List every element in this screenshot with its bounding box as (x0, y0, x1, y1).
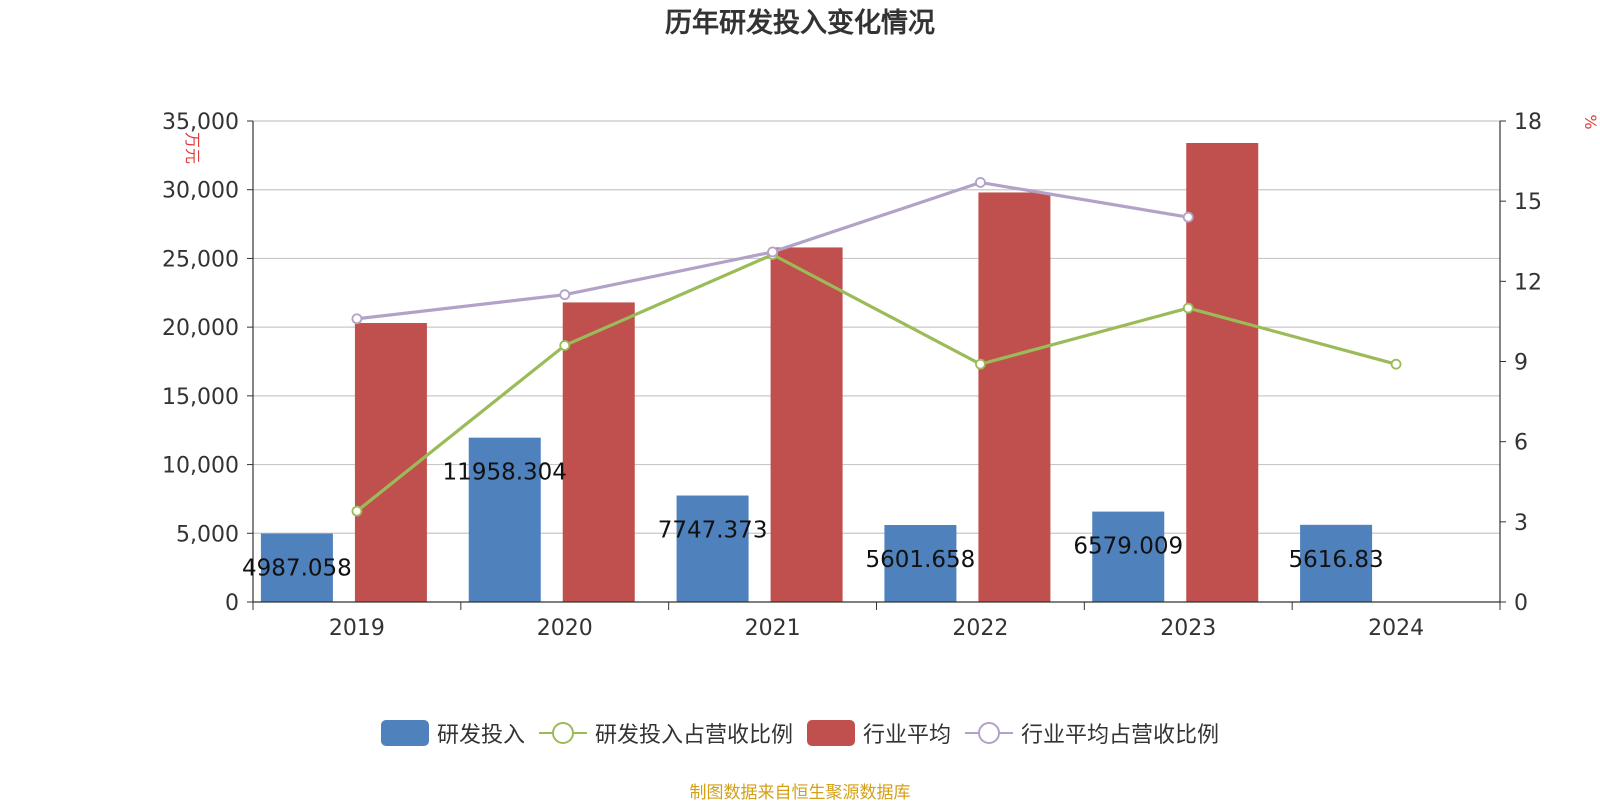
legend-swatch-red (807, 720, 855, 746)
axes: 0 5,000 10,000 15,000 20,000 25,000 30,000 35,0… (162, 110, 1542, 641)
left-axis-tick-label: 25,000 (162, 247, 239, 272)
left-axis-tick-label: 15,000 (162, 385, 239, 410)
right-axis-tick-label: 18 (1514, 110, 1542, 135)
point-industry-ratio (975, 177, 986, 188)
bar-industry-average (978, 192, 1051, 602)
right-axis-tick-label: 12 (1514, 270, 1542, 295)
bar-data-label: 5601.658 (866, 547, 976, 573)
legend-label: 研发投入占营收比例 (594, 723, 793, 748)
legend-item-rd-investment[interactable]: 研发投入 (380, 717, 525, 749)
legend: 研发投入 研发投入占营收比例 行业平均 行业平均占营收比例 (0, 716, 1600, 750)
left-axis-tick-label: 10,000 (162, 454, 239, 479)
legend-line-purple-icon (965, 722, 1014, 744)
legend-label: 行业平均 (863, 723, 952, 748)
bar-group (260, 142, 1373, 603)
left-axis-unit: 万元 (183, 132, 202, 164)
point-industry-ratio (1182, 211, 1194, 223)
bar-data-label: 6579.009 (1073, 534, 1183, 560)
bar-rd-investment (1092, 511, 1165, 602)
right-axis-tick-label: 6 (1514, 431, 1528, 456)
x-axis-tick-label: 2019 (329, 616, 385, 641)
point-rd-ratio (1182, 302, 1194, 314)
bar-industry-average (1186, 142, 1259, 602)
legend-swatch-blue (380, 720, 429, 746)
bar-rd-investment (676, 495, 749, 602)
bar-industry-average (770, 247, 843, 603)
legend-line-green-icon (538, 722, 587, 744)
bar-rd-investment (884, 525, 957, 602)
line-group (351, 177, 1402, 517)
bar-rd-investment (1300, 524, 1373, 602)
bar-data-label: 7747.373 (658, 518, 768, 544)
point-rd-ratio (1390, 358, 1402, 370)
left-axis-tick-label: 0 (225, 591, 239, 616)
grid-lines (253, 120, 1500, 534)
source-note: 制图数据来自恒生聚源数据库 (689, 783, 911, 803)
bar-industry-average (562, 302, 635, 602)
right-axis-tick-label: 9 (1514, 351, 1528, 376)
point-rd-ratio (975, 358, 986, 370)
bar-rd-investment (260, 533, 333, 602)
bar-data-label: 4987.058 (242, 555, 352, 581)
legend-item-industry-average[interactable]: 行业平均 (807, 717, 951, 749)
right-axis-tick-label: 3 (1514, 511, 1528, 536)
left-axis-tick-label: 5,000 (176, 522, 239, 547)
left-axis-tick-label: 20,000 (162, 316, 239, 341)
legend-label: 行业平均占营收比例 (1021, 723, 1220, 748)
right-axis-unit: % (1581, 114, 1600, 129)
point-rd-ratio (351, 505, 363, 517)
legend-label: 研发投入 (436, 723, 525, 748)
left-axis-tick-label: 30,000 (162, 179, 239, 204)
point-industry-ratio (767, 246, 778, 258)
x-axis-tick-label: 2020 (537, 616, 593, 641)
right-axis-tick-label: 15 (1514, 190, 1542, 215)
chart-title: 历年研发投入变化情况 (665, 7, 935, 39)
right-axis-tick-label: 0 (1514, 591, 1528, 616)
point-industry-ratio (559, 289, 571, 301)
bar-industry-average (354, 323, 427, 602)
x-axis-tick-label: 2021 (745, 616, 801, 641)
x-axis-tick-label: 2023 (1160, 616, 1216, 641)
bar-rd-investment (468, 437, 541, 602)
x-axis-tick-label: 2024 (1368, 616, 1424, 641)
point-industry-ratio (351, 313, 363, 325)
x-axis-tick-label: 2022 (952, 616, 1008, 641)
legend-item-industry-ratio[interactable]: 行业平均占营收比例 (965, 717, 1219, 749)
data-labels: 4987.058 11958.304 7747.373 5601.658 6579.00… (242, 460, 1384, 582)
line-rd-ratio (355, 252, 1397, 513)
point-rd-ratio (559, 340, 571, 351)
bar-data-label: 11958.304 (443, 460, 567, 486)
bar-data-label: 5616.83 (1289, 547, 1384, 573)
left-axis-tick-label: 35,000 (162, 110, 239, 135)
legend-item-rd-ratio[interactable]: 研发投入占营收比例 (538, 717, 793, 749)
